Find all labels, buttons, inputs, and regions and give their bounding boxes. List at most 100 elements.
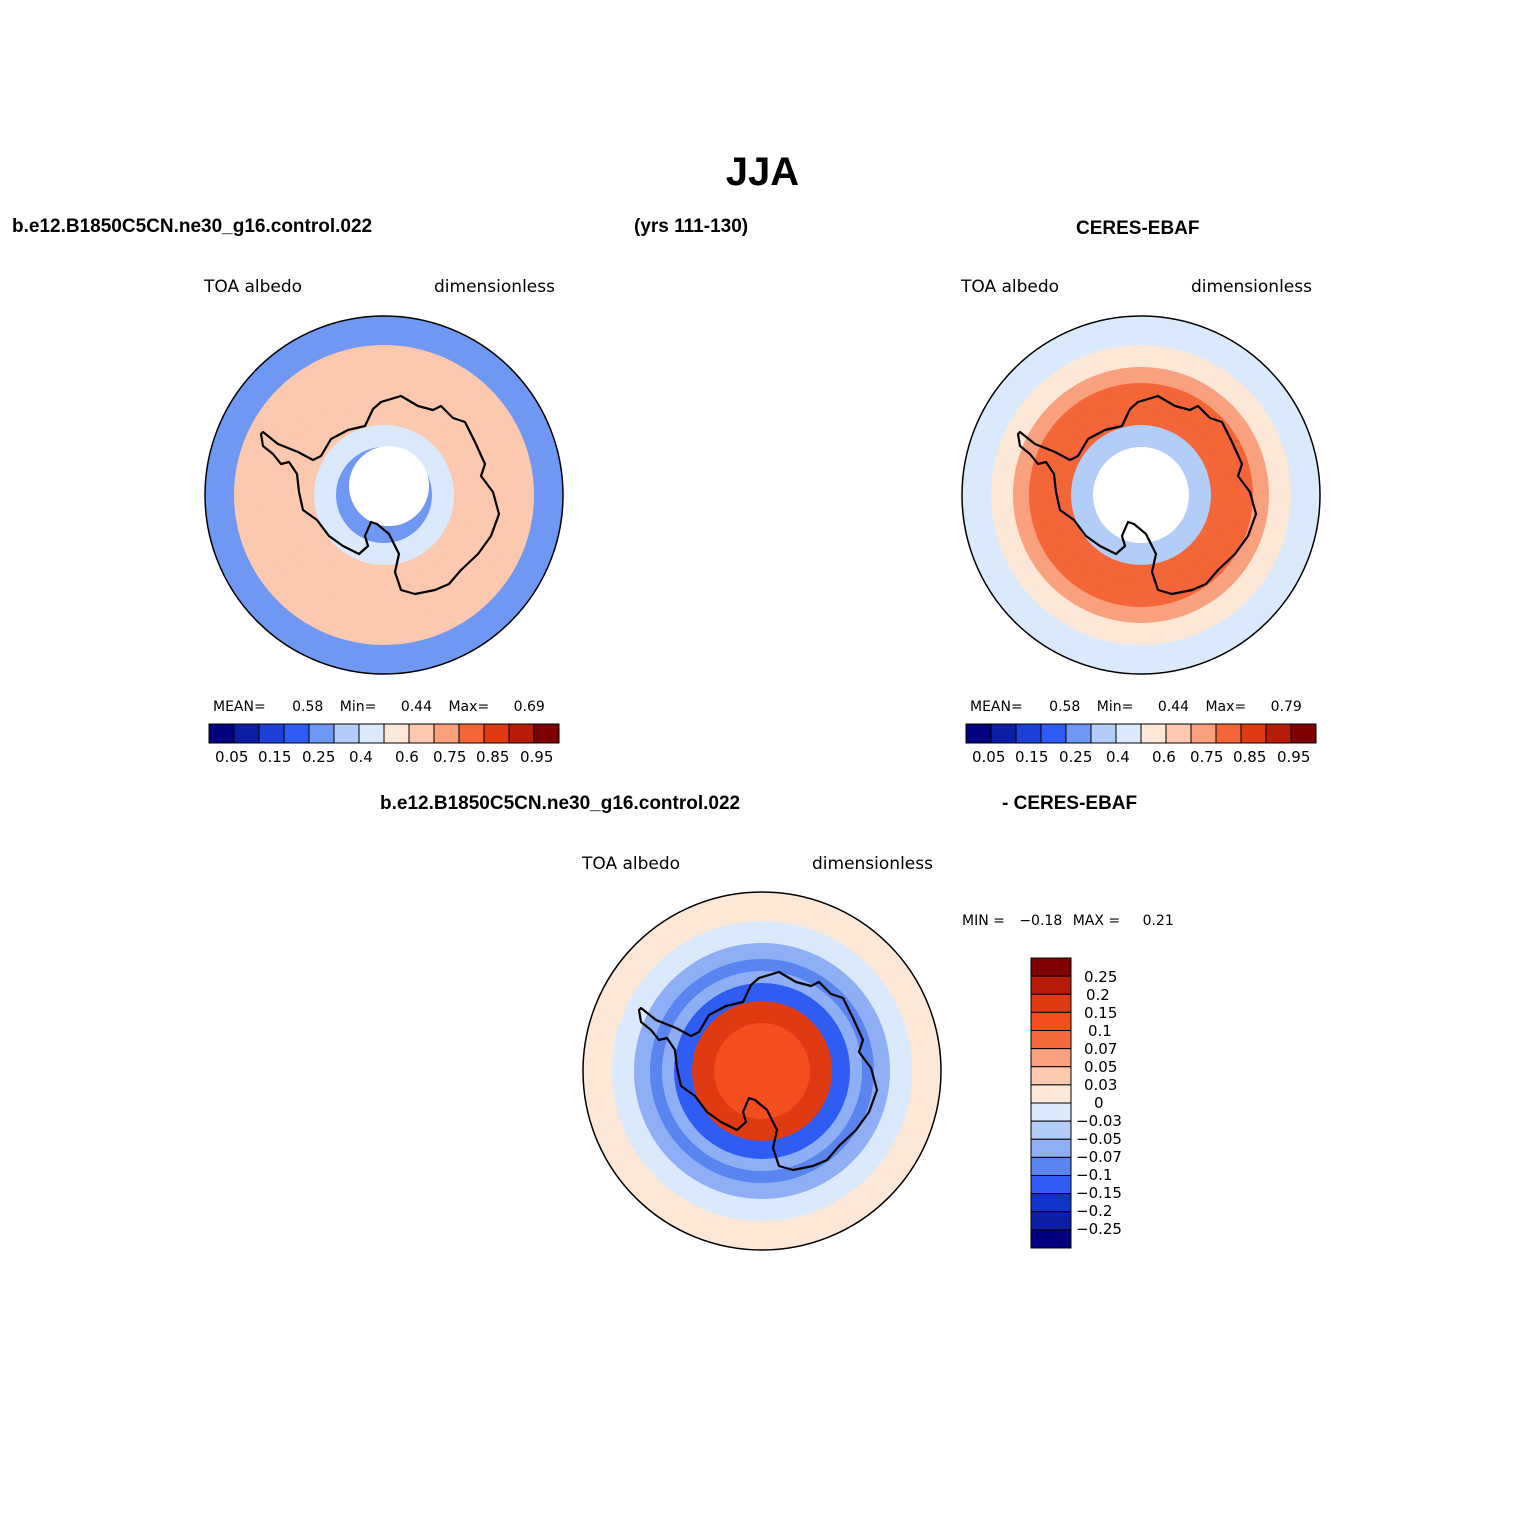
diff-field [583,892,941,1250]
colorbar-swatch [1030,1066,1072,1086]
obs-colorbar [965,723,1317,744]
model-variable-label: TOA albedo [204,277,303,297]
map-boundary [582,891,942,1251]
min-label: MIN = [962,913,1005,929]
colorbar-swatch [333,723,360,744]
colorbar-swatch [1030,993,1072,1013]
colorbar-swatch [1190,723,1217,744]
colorbar-tick-label: 0.6 [395,748,419,766]
diff-colorbar [1030,957,1072,1249]
colorbar-tick-label: 0.25 [1059,748,1093,766]
colorbar-swatch [1290,723,1317,744]
colorbar-swatch [1065,723,1092,744]
colorbar-swatch [258,723,285,744]
colorbar-swatch [1030,1175,1072,1195]
colorbar-swatch [408,723,435,744]
model-units-label: dimensionless [434,277,555,297]
colorbar-swatch [1090,723,1117,744]
colorbar-tick-label: 0.05 [215,748,249,766]
colorbar-swatch [1040,723,1067,744]
colorbar-tick-label: 0.2 [1086,986,1110,1004]
model-stats: MEAN= 0.58 Min= 0.44 Max= 0.69 [213,699,545,715]
colorbar-tick-label: 0.4 [349,748,373,766]
colorbar-tick-label: 0.15 [1015,748,1049,766]
max-label: Max= [448,699,490,715]
colorbar-tick-label: 0.03 [1084,1076,1118,1094]
colorbar-swatch [1030,1156,1072,1176]
max-label: Max= [1205,699,1247,715]
antarctica-coastline [259,394,501,596]
colorbar-tick-label: 0.05 [1084,1058,1118,1076]
case-name: b.e12.B1850C5CN.ne30_g16.control.022 [12,216,373,237]
colorbar-swatch [433,723,460,744]
colorbar-tick-label: 0.95 [520,748,554,766]
colorbar-swatch [483,723,510,744]
colorbar-tick-label: 0.6 [1152,748,1176,766]
diff-title-left: b.e12.B1850C5CN.ne30_g16.control.022 [380,793,741,814]
max-label: MAX = [1072,913,1121,929]
model-colorbar-labels: 0.05 0.15 0.25 0.4 0.6 0.75 0.85 0.95 [209,748,559,768]
colorbar-tick-label: 0.4 [1106,748,1130,766]
colorbar-swatch [533,723,560,744]
model-colorbar [208,723,560,744]
max-value: 0.69 [513,699,545,715]
diff-variable-label: TOA albedo [582,854,681,874]
colorbar-tick-label: −0.03 [1076,1112,1122,1130]
colorbar-swatch [1240,723,1267,744]
map-boundary [204,315,564,675]
mean-label: MEAN= [970,699,1023,715]
min-value: 0.44 [1157,699,1189,715]
diff-polar-map [582,891,942,1251]
obs-stats: MEAN= 0.58 Min= 0.44 Max= 0.79 [970,699,1302,715]
colorbar-swatch [1115,723,1142,744]
diff-units-label: dimensionless [812,854,933,874]
colorbar-swatch [1030,1084,1072,1104]
colorbar-tick-label: 0.07 [1084,1040,1118,1058]
coastline-path [637,970,879,1172]
colorbar-swatch [458,723,485,744]
colorbar-swatch [233,723,260,744]
colorbar-swatch [1030,1011,1072,1031]
colorbar-swatch [1030,1211,1072,1231]
colorbar-swatch [1030,1138,1072,1158]
missing-data-region [349,446,429,526]
colorbar-tick-label: −0.1 [1076,1166,1113,1184]
years-label: (yrs 111-130) [634,216,749,237]
colorbar-tick-label: 0.15 [258,748,292,766]
colorbar-tick-label: 0.1 [1088,1022,1112,1040]
coastline-path [1016,394,1258,596]
colorbar-tick-label: 0 [1094,1094,1104,1112]
max-value: 0.21 [1142,913,1174,929]
min-label: Min= [1096,699,1134,715]
min-label: Min= [339,699,377,715]
colorbar-swatch [1140,723,1167,744]
colorbar-swatch [1165,723,1192,744]
obs-polar-map [961,315,1321,675]
colorbar-tick-label: −0.25 [1076,1220,1122,1238]
colorbar-swatch [1030,1229,1072,1249]
figure-title: JJA [725,150,800,194]
model-field [205,316,563,674]
colorbar-tick-label: −0.07 [1076,1148,1122,1166]
colorbar-swatch [1015,723,1042,744]
mean-label: MEAN= [213,699,266,715]
colorbar-tick-label: −0.15 [1076,1184,1122,1202]
diff-title-right: - CERES-EBAF [1002,793,1138,814]
colorbar-tick-label: 0.95 [1277,748,1311,766]
colorbar-swatch [965,723,992,744]
colorbar-swatch [1030,975,1072,995]
colorbar-swatch [308,723,335,744]
colorbar-tick-label: 0.15 [1084,1004,1118,1022]
antarctica-coastline [637,970,879,1172]
mean-value: 0.58 [292,699,324,715]
colorbar-swatch [383,723,410,744]
contour-band [1093,447,1189,543]
model-polar-map [204,315,564,675]
colorbar-tick-label: 0.25 [302,748,336,766]
colorbar-swatch [283,723,310,744]
obs-units-label: dimensionless [1191,277,1312,297]
colorbar-swatch [1030,957,1072,977]
min-value: −0.18 [1019,913,1063,929]
colorbar-swatch [1030,1030,1072,1050]
mean-value: 0.58 [1049,699,1081,715]
